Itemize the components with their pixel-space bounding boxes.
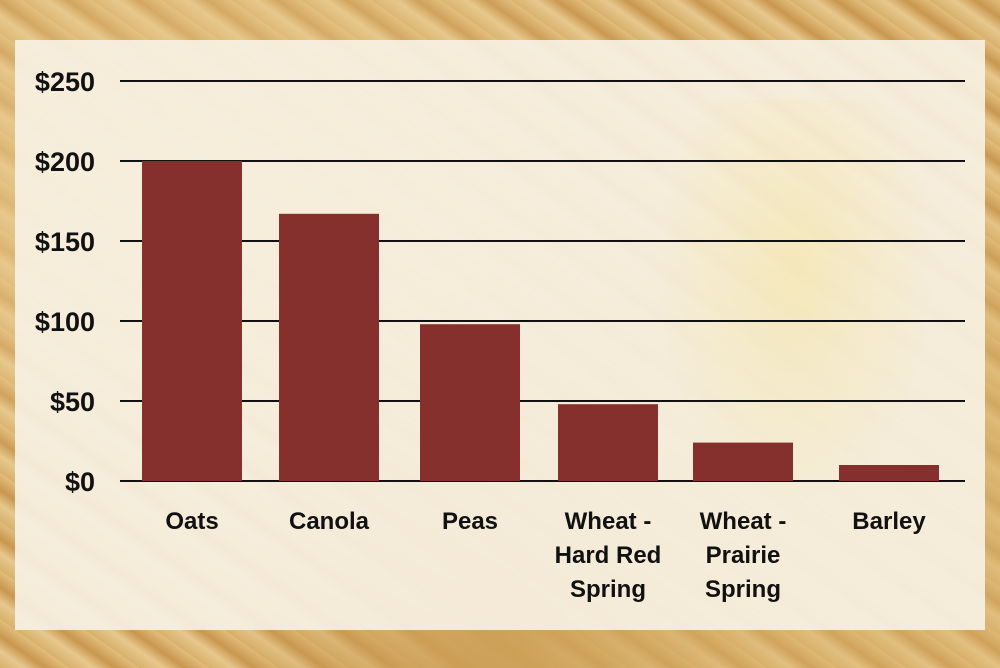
y-tick-label: $0 (65, 467, 95, 497)
bar (142, 161, 242, 481)
y-tick-label: $150 (35, 227, 95, 257)
y-axis-ticks: $0 $50 $100 $150 $200 $250 (35, 67, 95, 497)
x-category-label-line: Hard Red (555, 542, 662, 569)
bar (279, 213, 379, 482)
x-category-label: Barley (852, 508, 926, 535)
x-category-label-line: Spring (705, 576, 781, 603)
x-category-label-line: Oats (165, 508, 218, 535)
x-category-label-line: Wheat - (565, 508, 652, 535)
x-axis-labels: Oats Canola Peas Wheat -Hard Red SpringWheat… (165, 508, 926, 603)
y-tick-label: $200 (35, 147, 95, 177)
bar (693, 442, 793, 481)
x-category-label: Peas (442, 508, 498, 535)
bar (558, 404, 658, 481)
x-category-label: Oats (165, 508, 218, 535)
x-category-label-line: Wheat - (700, 508, 787, 535)
x-category-label-line: Spring (570, 576, 646, 603)
x-category-label: Wheat - Hard Red Spring (555, 508, 662, 603)
y-tick-label: $250 (35, 67, 95, 97)
x-category-label: Wheat - Prairie Spring (700, 508, 787, 603)
x-category-label-line: Canola (289, 508, 370, 535)
y-tick-label: $100 (35, 307, 95, 337)
bar (839, 465, 939, 481)
x-category-label-line: Peas (442, 508, 498, 535)
bars (142, 161, 939, 482)
y-tick-label: $50 (50, 387, 95, 417)
x-category-label-line: Prairie (706, 542, 781, 569)
bar (420, 324, 520, 481)
x-category-label-line: Barley (852, 508, 926, 535)
x-category-label: Canola (289, 508, 370, 535)
gridlines (120, 80, 965, 482)
